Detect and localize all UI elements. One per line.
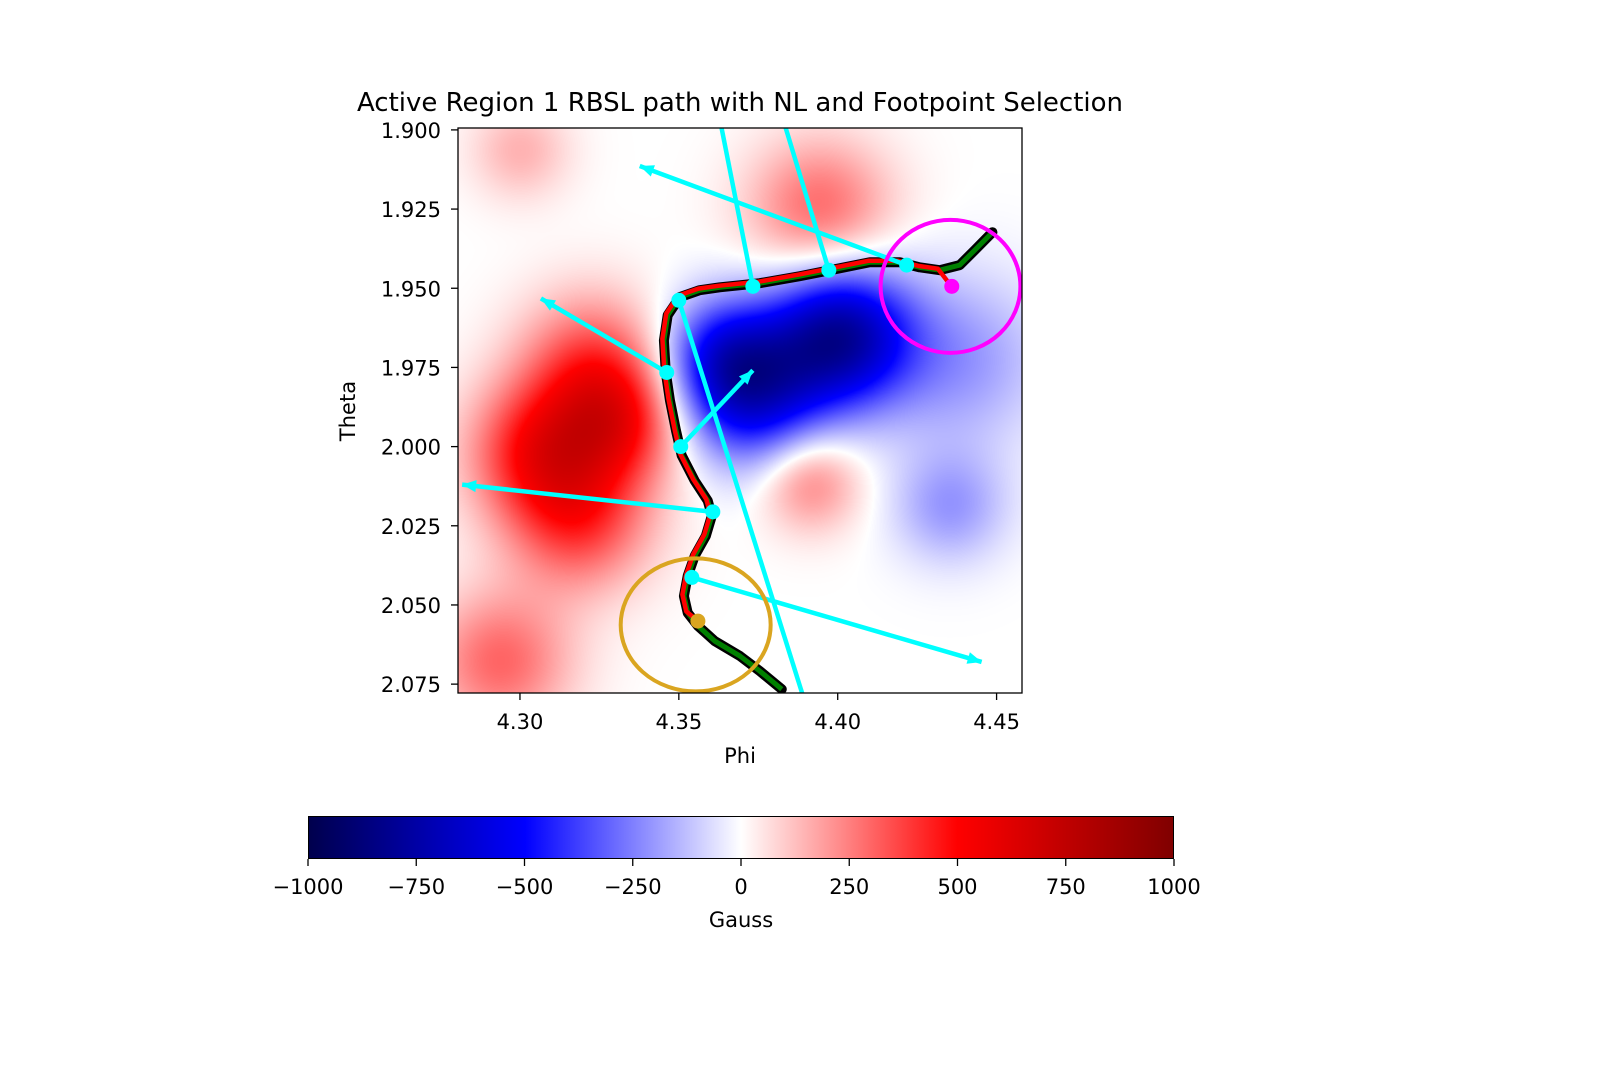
colorbar — [308, 816, 1174, 859]
x-tick-label: 4.45 — [973, 710, 1020, 734]
normal-arrow-shaft — [461, 482, 714, 515]
colorbar-tick-label: −1000 — [272, 875, 343, 899]
x-tick-label: 4.40 — [814, 710, 861, 734]
normal-arrow-head — [966, 652, 982, 664]
neutral-line — [660, 258, 953, 622]
nl-point — [705, 504, 721, 520]
footpoint-positive — [944, 278, 960, 294]
nl-point — [745, 278, 761, 294]
x-axis-label: Phi — [724, 744, 756, 768]
y-tick-label: 1.900 — [381, 119, 441, 143]
normal-arrow-head — [639, 165, 655, 177]
normal-line — [719, 128, 756, 287]
colorbar-tick-label: 250 — [829, 875, 869, 899]
normal-arrow-shaft — [691, 575, 983, 665]
colorbar-tick-label: −750 — [387, 875, 445, 899]
nl-point — [671, 292, 687, 308]
chart-title: Active Region 1 RBSL path with NL and Fo… — [357, 88, 1123, 118]
normal-arrow-head — [462, 480, 477, 493]
x-tick-label: 4.30 — [497, 710, 544, 734]
x-tick-label: 4.35 — [655, 710, 702, 734]
nl-point — [659, 364, 675, 380]
y-tick-label: 2.050 — [381, 594, 441, 618]
nl-point — [684, 569, 700, 585]
footpoint-circle-positive — [878, 217, 1022, 355]
nl-point — [821, 262, 837, 278]
nl-point — [673, 439, 689, 455]
y-tick-label: 2.000 — [381, 436, 441, 460]
colorbar-tick-label: 0 — [734, 875, 747, 899]
rbsl-path — [661, 230, 995, 692]
nl-point — [899, 257, 915, 273]
y-tick-label: 1.975 — [381, 356, 441, 380]
normal-line — [676, 299, 805, 693]
normal-arrow-shaft — [638, 163, 908, 268]
colorbar-tick-label: 750 — [1046, 875, 1086, 899]
colorbar-tick-label: −250 — [604, 875, 662, 899]
y-axis-label: Theta — [336, 381, 360, 442]
footpoint-circle-negative — [618, 556, 773, 693]
axes: 4.30 4.35 4.40 4.45 1.900 1.925 1.950 1.975 2.00… — [272, 119, 1200, 899]
normal-arrow-shaft — [539, 296, 668, 375]
footpoint-negative — [690, 613, 706, 629]
colorbar-tick-label: 1000 — [1147, 875, 1200, 899]
normal-line — [783, 128, 831, 271]
y-tick-label: 1.925 — [381, 198, 441, 222]
colorbar-tick-label: −500 — [496, 875, 554, 899]
rbsl-path-outline — [658, 227, 998, 693]
y-tick-label: 1.950 — [381, 277, 441, 301]
y-tick-label: 2.075 — [381, 673, 441, 697]
normal-arrow-head — [738, 370, 753, 385]
colorbar-tick-label: 500 — [937, 875, 977, 899]
plot-marks — [461, 128, 1022, 693]
y-tick-label: 2.025 — [381, 515, 441, 539]
normal-arrow-shaft — [679, 368, 755, 449]
colorbar-label: Gauss — [709, 908, 773, 932]
normal-arrow-head — [540, 298, 557, 311]
axes-frame — [457, 127, 1023, 694]
